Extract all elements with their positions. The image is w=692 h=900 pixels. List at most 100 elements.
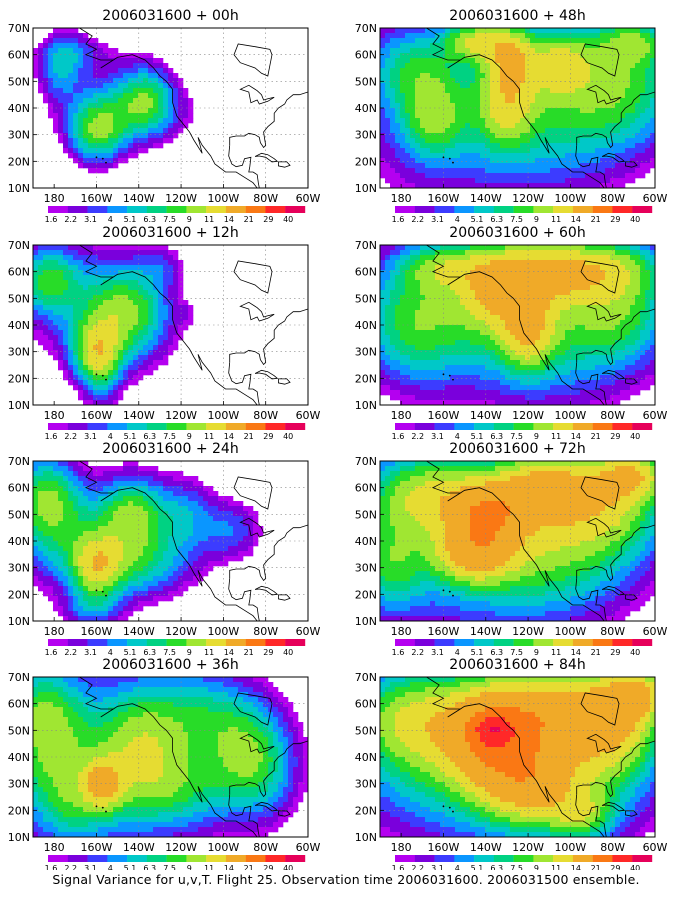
field-cell bbox=[133, 103, 139, 109]
field-cell bbox=[153, 128, 159, 134]
field-cell bbox=[93, 561, 99, 567]
field-cell bbox=[63, 727, 69, 733]
field-cell bbox=[263, 812, 269, 818]
field-cell bbox=[168, 727, 174, 733]
field-cell bbox=[68, 133, 74, 139]
field-cell bbox=[425, 163, 431, 169]
field-cell bbox=[148, 707, 154, 713]
field-cell bbox=[133, 315, 139, 321]
field-cell bbox=[183, 707, 189, 713]
field-cell bbox=[148, 541, 154, 547]
field-cell bbox=[128, 812, 134, 818]
field-cell bbox=[63, 471, 69, 477]
field-cell bbox=[188, 697, 194, 703]
field-cell bbox=[118, 375, 124, 381]
field-cell bbox=[420, 178, 426, 184]
field-cell bbox=[248, 832, 254, 837]
field-cell bbox=[58, 330, 64, 336]
island bbox=[95, 589, 98, 592]
field-cell bbox=[268, 687, 274, 693]
field-cell bbox=[213, 792, 219, 798]
field-cell bbox=[118, 63, 124, 69]
field-cell bbox=[53, 103, 59, 109]
field-cell bbox=[385, 43, 391, 49]
field-cell bbox=[88, 521, 94, 527]
field-cell bbox=[163, 752, 169, 758]
field-cell bbox=[243, 832, 249, 837]
field-cell bbox=[78, 722, 84, 728]
field-cell bbox=[103, 797, 109, 803]
field-cell bbox=[43, 822, 49, 828]
field-cell bbox=[123, 300, 129, 306]
field-cell bbox=[63, 335, 69, 341]
field-cell bbox=[385, 163, 391, 169]
field-cell bbox=[153, 802, 159, 808]
field-cell bbox=[33, 777, 39, 783]
field-cell bbox=[88, 370, 94, 376]
field-cell bbox=[33, 742, 39, 748]
field-cell bbox=[425, 43, 431, 49]
field-cell bbox=[153, 677, 159, 683]
field-cell bbox=[33, 762, 39, 768]
field-cell bbox=[293, 782, 299, 788]
colorbar-swatch bbox=[107, 639, 128, 646]
field-cell bbox=[78, 48, 84, 54]
field-cell bbox=[88, 737, 94, 743]
field-cell bbox=[158, 697, 164, 703]
field-cell bbox=[93, 516, 99, 522]
field-cell bbox=[103, 496, 109, 502]
field-cell bbox=[223, 677, 229, 683]
field-cell bbox=[43, 556, 49, 562]
field-cell bbox=[63, 737, 69, 743]
field-cell bbox=[133, 360, 139, 366]
field-cell bbox=[168, 777, 174, 783]
field-cell bbox=[33, 682, 39, 688]
field-cell bbox=[390, 43, 396, 49]
field-cell bbox=[303, 787, 308, 793]
field-cell bbox=[143, 697, 149, 703]
field-cell bbox=[178, 561, 184, 567]
field-cell bbox=[153, 118, 159, 124]
field-cell bbox=[58, 108, 64, 114]
field-cell bbox=[288, 812, 294, 818]
field-cell bbox=[33, 556, 39, 562]
field-cell bbox=[123, 817, 129, 823]
field-cell bbox=[198, 481, 204, 487]
field-cell bbox=[138, 290, 144, 296]
colorbar-swatch bbox=[48, 206, 68, 213]
field-cell bbox=[213, 802, 219, 808]
field-cell bbox=[118, 692, 124, 698]
field-cell bbox=[430, 168, 436, 174]
field-cell bbox=[108, 148, 114, 154]
field-cell bbox=[238, 747, 244, 753]
field-cell bbox=[133, 581, 139, 587]
field-cell bbox=[415, 93, 421, 99]
field-cell bbox=[123, 83, 129, 89]
field-cell bbox=[268, 742, 274, 748]
field-cell bbox=[148, 722, 154, 728]
field-cell bbox=[430, 103, 436, 109]
field-cell bbox=[108, 466, 114, 472]
field-cell bbox=[243, 797, 249, 803]
field-cell bbox=[88, 722, 94, 728]
field-cell bbox=[68, 83, 74, 89]
field-cell bbox=[400, 128, 406, 134]
field-cell bbox=[93, 260, 99, 266]
field-cell bbox=[203, 727, 209, 733]
field-cell bbox=[283, 727, 289, 733]
field-cell bbox=[43, 275, 49, 281]
field-cell bbox=[118, 576, 124, 582]
field-cell bbox=[48, 571, 54, 577]
field-cell bbox=[128, 380, 134, 386]
field-cell bbox=[98, 501, 104, 507]
field-cell bbox=[98, 265, 104, 271]
field-cell bbox=[113, 491, 119, 497]
field-cell bbox=[400, 138, 406, 144]
field-cell bbox=[73, 128, 79, 134]
field-cell bbox=[198, 556, 204, 562]
field-cell bbox=[68, 777, 74, 783]
field-cell bbox=[118, 752, 124, 758]
field-cell bbox=[143, 571, 149, 577]
field-cell bbox=[163, 280, 169, 286]
field-cell bbox=[113, 556, 119, 562]
